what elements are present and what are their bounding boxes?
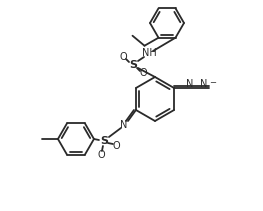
Text: N: N	[200, 79, 208, 89]
Text: O: O	[139, 68, 147, 78]
Text: S: S	[129, 60, 137, 70]
Text: O: O	[97, 150, 105, 160]
Text: NH: NH	[141, 48, 156, 58]
Text: O: O	[119, 52, 127, 62]
Text: S: S	[100, 136, 108, 146]
Text: O: O	[112, 141, 120, 151]
Text: −: −	[210, 78, 216, 88]
Text: N: N	[120, 120, 128, 130]
Text: N: N	[186, 79, 194, 89]
